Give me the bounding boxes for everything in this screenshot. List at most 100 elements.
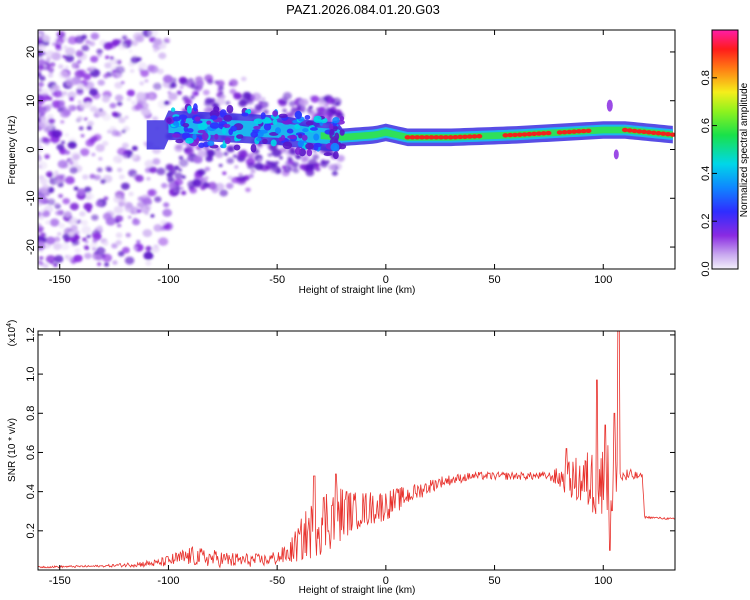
spectrogram-noise-blob [205,155,213,162]
spectrogram-noise-blob [45,220,51,225]
spectrogram-noise-blob [40,88,49,96]
spectrogram-noise-blob [250,169,256,174]
spectrogram-noise-blob [63,211,72,218]
spectrogram-noise-blob [193,158,199,164]
y-tick-label: 1.0 [25,366,37,381]
spectrogram-noise-blob [288,100,296,107]
spectrogram-noise-blob [97,262,102,266]
spectrogram-noise-blob [98,108,103,112]
spectrogram-noise-blob [229,88,237,95]
spectrogram-band-blob [313,142,322,148]
spectrogram-noise-blob [47,96,53,101]
spectrogram-core-blob [502,133,509,138]
spectrogram-noise-blob [80,134,85,138]
spectrogram-core-blob [507,132,514,138]
spectrogram-noise-blob [102,140,109,147]
spectrogram-noise-blob [154,196,162,203]
spectrogram-core-blob [404,135,411,140]
spectrogram-noise-blob [228,82,233,86]
spectrogram-noise-blob [96,52,102,58]
x-tick-label: 50 [488,575,500,587]
spectrogram-band-blob [323,152,332,157]
spectrogram-noise-blob [83,117,88,121]
spectrogram-noise-blob [89,173,96,179]
spectrogram-noise-blob [40,208,45,213]
spectrogram-band-blob [294,123,301,130]
spectrogram-core-blob [414,135,421,140]
spectrogram-noise-blob [325,160,330,164]
spectrogram-noise-blob [204,97,213,105]
spectrogram-noise-blob [257,158,262,162]
spectrogram-noise-blob [114,94,124,102]
spectrogram-noise-blob [96,48,103,55]
snr-y-axis-label: SNR (10 * v/v) [7,418,18,482]
spectrogram-noise-blob [178,168,183,172]
spectrogram-noise-blob [38,43,47,52]
spectrogram-noise-blob [103,73,109,79]
spectrogram-noise-blob [282,108,287,113]
spectrogram-noise-blob [161,182,168,189]
spectrogram-noise-blob [70,151,81,161]
spectrogram-noise-blob [89,242,98,249]
spectrogram-core-blob [571,129,578,134]
spectrogram-noise-blob [38,39,42,45]
spectrogram-noise-blob [90,135,98,142]
spectrogram-noise-blob [152,116,159,122]
spectrogram-noise-blob [38,75,46,82]
spectrogram-noise-blob [56,31,66,39]
spectrogram-noise-blob [244,92,250,97]
y-tick-label: 20 [25,46,37,58]
spectrogram-noise-blob [218,163,223,168]
spectrogram-noise-blob [197,149,207,158]
colorbar-tick-label: 0.6 [700,118,712,133]
spectrogram-band-blob [219,109,227,118]
spectrogram-noise-blob [69,166,78,174]
colorbar-label: Normalized spectral amplitude [739,82,750,217]
spectrogram-band-blob [181,132,191,140]
spectrogram-core-blob [575,129,582,134]
spectrogram-y-axis-label: Frequency (Hz) [7,116,18,185]
spectrogram-noise-blob [151,245,160,253]
spectrogram-noise-blob [245,98,254,105]
spectrogram-noise-blob [136,91,146,100]
spectrogram-noise-blob [69,161,74,165]
snr-y-ticks: 0.2 0.4 0.6 0.8 1.0 1.2 [25,327,675,538]
spectrogram-core-blob [631,128,638,134]
spectrogram-noise-blob [56,143,65,151]
spectrogram-noise-blob [89,105,98,113]
spectrogram-band-blob [329,129,335,136]
spectrogram-noise-blob [312,154,320,160]
spectrogram-band-blob [170,107,176,112]
spectrogram-core-blob [561,129,568,135]
spectrogram-noise-blob [84,81,95,90]
spectrogram-noise-blob [58,222,66,229]
spectrogram-noise-blob [318,106,326,113]
spectrogram-noise-blob [128,191,134,197]
spectrogram-core-blob [423,135,430,140]
spectrogram-noise-blob [95,144,105,152]
spectrogram-noise-blob [178,155,184,160]
spectrogram-noise-blob [307,158,318,167]
spectrogram-noise-blob [84,186,92,193]
x-tick-label: -50 [269,575,285,587]
spectrogram-noise-blob [67,105,73,110]
spectrogram-core-blob [641,129,648,135]
spectrogram-band-blob [270,139,277,147]
spectrogram-noise-blob [299,164,307,170]
spectrogram-noise-blob [277,98,283,104]
spectrogram-noise-blob [58,101,65,107]
spectrogram-noise-blob [97,225,103,231]
spectrogram-band-blob [339,129,345,136]
spectrogram-noise-blob [227,175,233,180]
snr-y-multiplier-text: (x104) [6,320,18,347]
spectrogram-noise-blob [131,40,139,47]
spectrogram-noise-blob [152,158,161,165]
spectrogram-core-blob [665,131,672,137]
spectrogram-core-blob [531,131,538,137]
spectrogram-noise-blob [204,74,214,82]
spectrogram-band-blob [258,129,268,134]
spectrogram-core-blob [511,132,518,138]
spectrogram-noise-blob [163,202,170,208]
spectrogram-noise-blob [51,100,62,109]
spectrogram-band-blob [278,113,288,119]
